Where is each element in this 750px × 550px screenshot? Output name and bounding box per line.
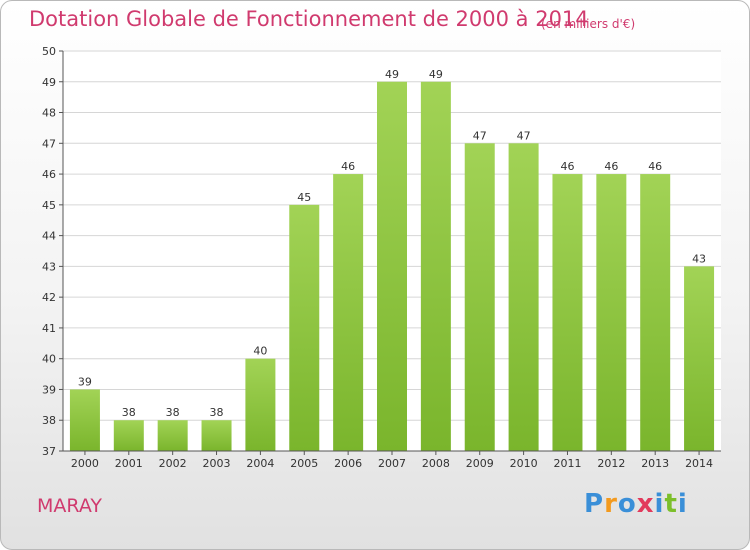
proxiti-logo[interactable]: Proxiti — [584, 489, 688, 519]
logo-letter: x — [636, 489, 655, 519]
bar-2001 — [113, 420, 144, 451]
y-tick-label: 40 — [42, 353, 56, 366]
bar-2003 — [201, 420, 232, 451]
bar-2012 — [596, 174, 627, 452]
y-tick-label: 49 — [42, 76, 56, 89]
x-tick-label-2002: 2002 — [159, 457, 187, 470]
x-tick-label-2012: 2012 — [597, 457, 625, 470]
bar-2008 — [420, 81, 451, 452]
data-label-2007: 49 — [385, 68, 399, 81]
bar-2004 — [245, 358, 276, 451]
data-label-2010: 47 — [517, 129, 531, 142]
y-tick-label: 43 — [42, 260, 56, 273]
bar-2013 — [640, 174, 671, 452]
x-tick-label-2005: 2005 — [290, 457, 318, 470]
data-label-2011: 46 — [560, 160, 574, 173]
logo-letter: t — [664, 489, 678, 519]
commune-name: MARAY — [37, 495, 102, 517]
data-label-2005: 45 — [297, 191, 311, 204]
data-label-2004: 40 — [253, 345, 267, 358]
data-label-2001: 38 — [122, 406, 136, 419]
x-tick-label-2001: 2001 — [115, 457, 143, 470]
unit-label: (en milliers d'€) — [541, 17, 636, 31]
x-tick-label-2013: 2013 — [641, 457, 669, 470]
bar-2000 — [69, 389, 100, 451]
x-tick-label-2003: 2003 — [203, 457, 231, 470]
data-label-2009: 47 — [473, 129, 487, 142]
logo-letter: i — [654, 489, 665, 519]
bar-2011 — [552, 174, 583, 452]
bar-2009 — [464, 143, 495, 452]
x-tick-label-2011: 2011 — [553, 457, 581, 470]
y-tick-label: 45 — [42, 199, 56, 212]
data-label-2012: 46 — [604, 160, 618, 173]
x-tick-label-2008: 2008 — [422, 457, 450, 470]
y-tick-label: 39 — [42, 383, 56, 396]
data-label-2002: 38 — [166, 406, 180, 419]
data-label-2008: 49 — [429, 68, 443, 81]
logo-letter: P — [584, 489, 605, 519]
x-tick-label-2000: 2000 — [71, 457, 99, 470]
bar-2010 — [508, 143, 539, 452]
logo-letter: i — [677, 489, 688, 519]
y-tick-label: 46 — [42, 168, 56, 181]
data-label-2006: 46 — [341, 160, 355, 173]
y-tick-label: 50 — [42, 45, 56, 58]
x-tick-label-2009: 2009 — [466, 457, 494, 470]
chart-title: Dotation Globale de Fonctionnement de 20… — [29, 7, 589, 31]
logo-letter: r — [604, 489, 618, 519]
x-tick-label-2006: 2006 — [334, 457, 362, 470]
bar-2007 — [377, 81, 407, 452]
y-tick-label: 38 — [42, 414, 56, 427]
y-tick-label: 48 — [42, 107, 56, 120]
bar-2002 — [157, 420, 188, 451]
x-tick-label-2004: 2004 — [246, 457, 274, 470]
y-tick-label: 41 — [42, 322, 56, 335]
x-tick-label-2014: 2014 — [685, 457, 713, 470]
y-tick-label: 47 — [42, 137, 56, 150]
y-tick-label: 37 — [42, 445, 56, 458]
bar-2005 — [289, 204, 320, 451]
logo-letter: o — [617, 489, 637, 519]
x-tick-label-2007: 2007 — [378, 457, 406, 470]
data-label-2014: 43 — [692, 252, 706, 265]
bar-2014 — [684, 266, 715, 451]
data-label-2013: 46 — [648, 160, 662, 173]
x-tick-label-2010: 2010 — [510, 457, 538, 470]
data-label-2000: 39 — [78, 375, 92, 388]
y-tick-label: 42 — [42, 291, 56, 304]
y-tick-label: 44 — [42, 230, 56, 243]
bar-2006 — [333, 174, 364, 452]
data-label-2003: 38 — [210, 406, 224, 419]
